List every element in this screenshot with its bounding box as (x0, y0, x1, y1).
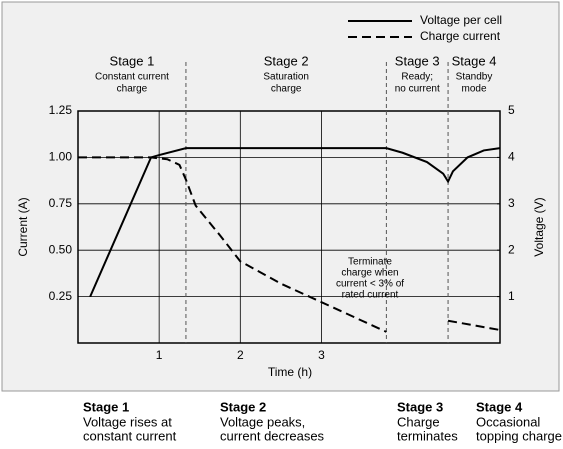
series-line (78, 156, 501, 333)
stage-desc: charge (117, 84, 148, 95)
stage-desc: Ready; (401, 72, 433, 83)
caption-line: Voltage peaks, (220, 414, 305, 429)
legend-label: Charge current (420, 29, 501, 43)
stage-desc: Saturation (263, 72, 309, 83)
y2-tick-label: 3 (508, 196, 515, 210)
stage-desc: Constant current (95, 72, 169, 83)
caption-line: topping charge (476, 428, 562, 443)
caption-line: Charge (397, 414, 440, 429)
annotation: rated current (342, 290, 399, 301)
stage-title: Stage 2 (264, 53, 309, 68)
stage-desc: mode (462, 84, 487, 95)
x-tick-label: 1 (156, 348, 163, 362)
stage-title: Stage 3 (395, 53, 440, 68)
y2-tick-label: 4 (508, 150, 515, 164)
y-axis-label: Current (A) (16, 197, 30, 256)
caption-title: Stage 1 (83, 399, 129, 414)
caption-line: constant current (83, 428, 177, 443)
series-line (89, 147, 501, 298)
y2-tick-label: 5 (508, 103, 515, 117)
panel (1, 1, 560, 392)
y2-tick-label: 2 (508, 242, 515, 256)
y-tick-label: 1.00 (49, 150, 73, 164)
stage-title: Stage 4 (452, 53, 497, 68)
caption-title: Stage 4 (476, 399, 523, 414)
stage-title: Stage 1 (110, 53, 155, 68)
x-tick-label: 3 (318, 348, 325, 362)
caption-line: terminates (397, 428, 458, 443)
y-tick-label: 0.25 (49, 289, 73, 303)
caption-line: Occasional (476, 414, 540, 429)
stage-desc: charge (271, 84, 302, 95)
legend-label: Voltage per cell (420, 13, 502, 27)
caption-line: Voltage rises at (83, 414, 172, 429)
y2-tick-label: 1 (508, 289, 515, 303)
y-tick-label: 0.75 (49, 196, 73, 210)
stage-desc: Standby (456, 72, 493, 83)
y-tick-label: 0.50 (49, 242, 73, 256)
y-tick-label: 1.25 (49, 103, 73, 117)
y2-axis-label: Voltage (V) (532, 197, 546, 256)
caption-title: Stage 2 (220, 399, 266, 414)
annotation: Terminate (348, 257, 392, 268)
annotation: current < 3% of (336, 279, 404, 290)
caption-line: current decreases (220, 428, 325, 443)
caption-title: Stage 3 (397, 399, 443, 414)
x-tick-label: 2 (237, 348, 244, 362)
annotation: charge when (341, 268, 398, 279)
x-axis-label: Time (h) (268, 365, 312, 379)
stage-desc: no current (395, 84, 440, 95)
